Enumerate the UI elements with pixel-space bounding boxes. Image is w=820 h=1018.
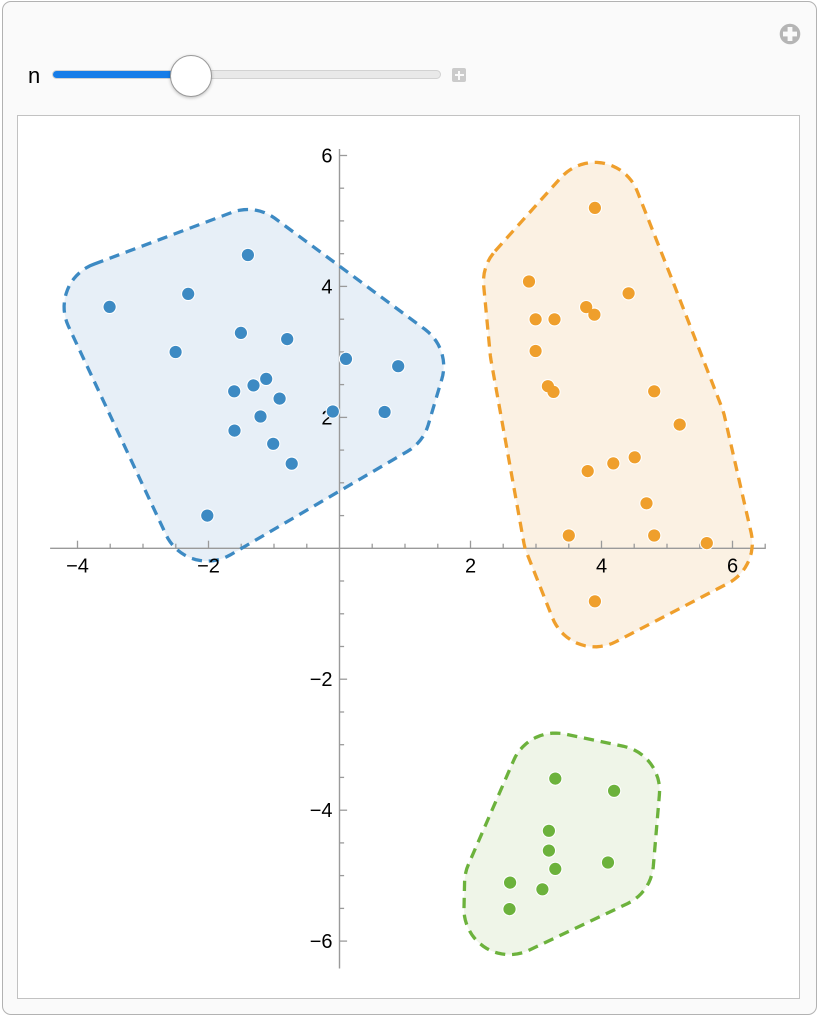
svg-text:2: 2 [321, 407, 332, 429]
svg-text:−6: −6 [310, 931, 333, 953]
svg-text:−4: −4 [310, 800, 333, 822]
svg-text:−2: −2 [197, 556, 220, 578]
svg-text:6: 6 [727, 556, 738, 578]
svg-text:2: 2 [465, 556, 476, 578]
svg-text:6: 6 [321, 146, 332, 168]
svg-text:−4: −4 [66, 556, 89, 578]
svg-text:−2: −2 [310, 669, 333, 691]
svg-text:4: 4 [321, 276, 332, 298]
svg-text:4: 4 [596, 556, 607, 578]
